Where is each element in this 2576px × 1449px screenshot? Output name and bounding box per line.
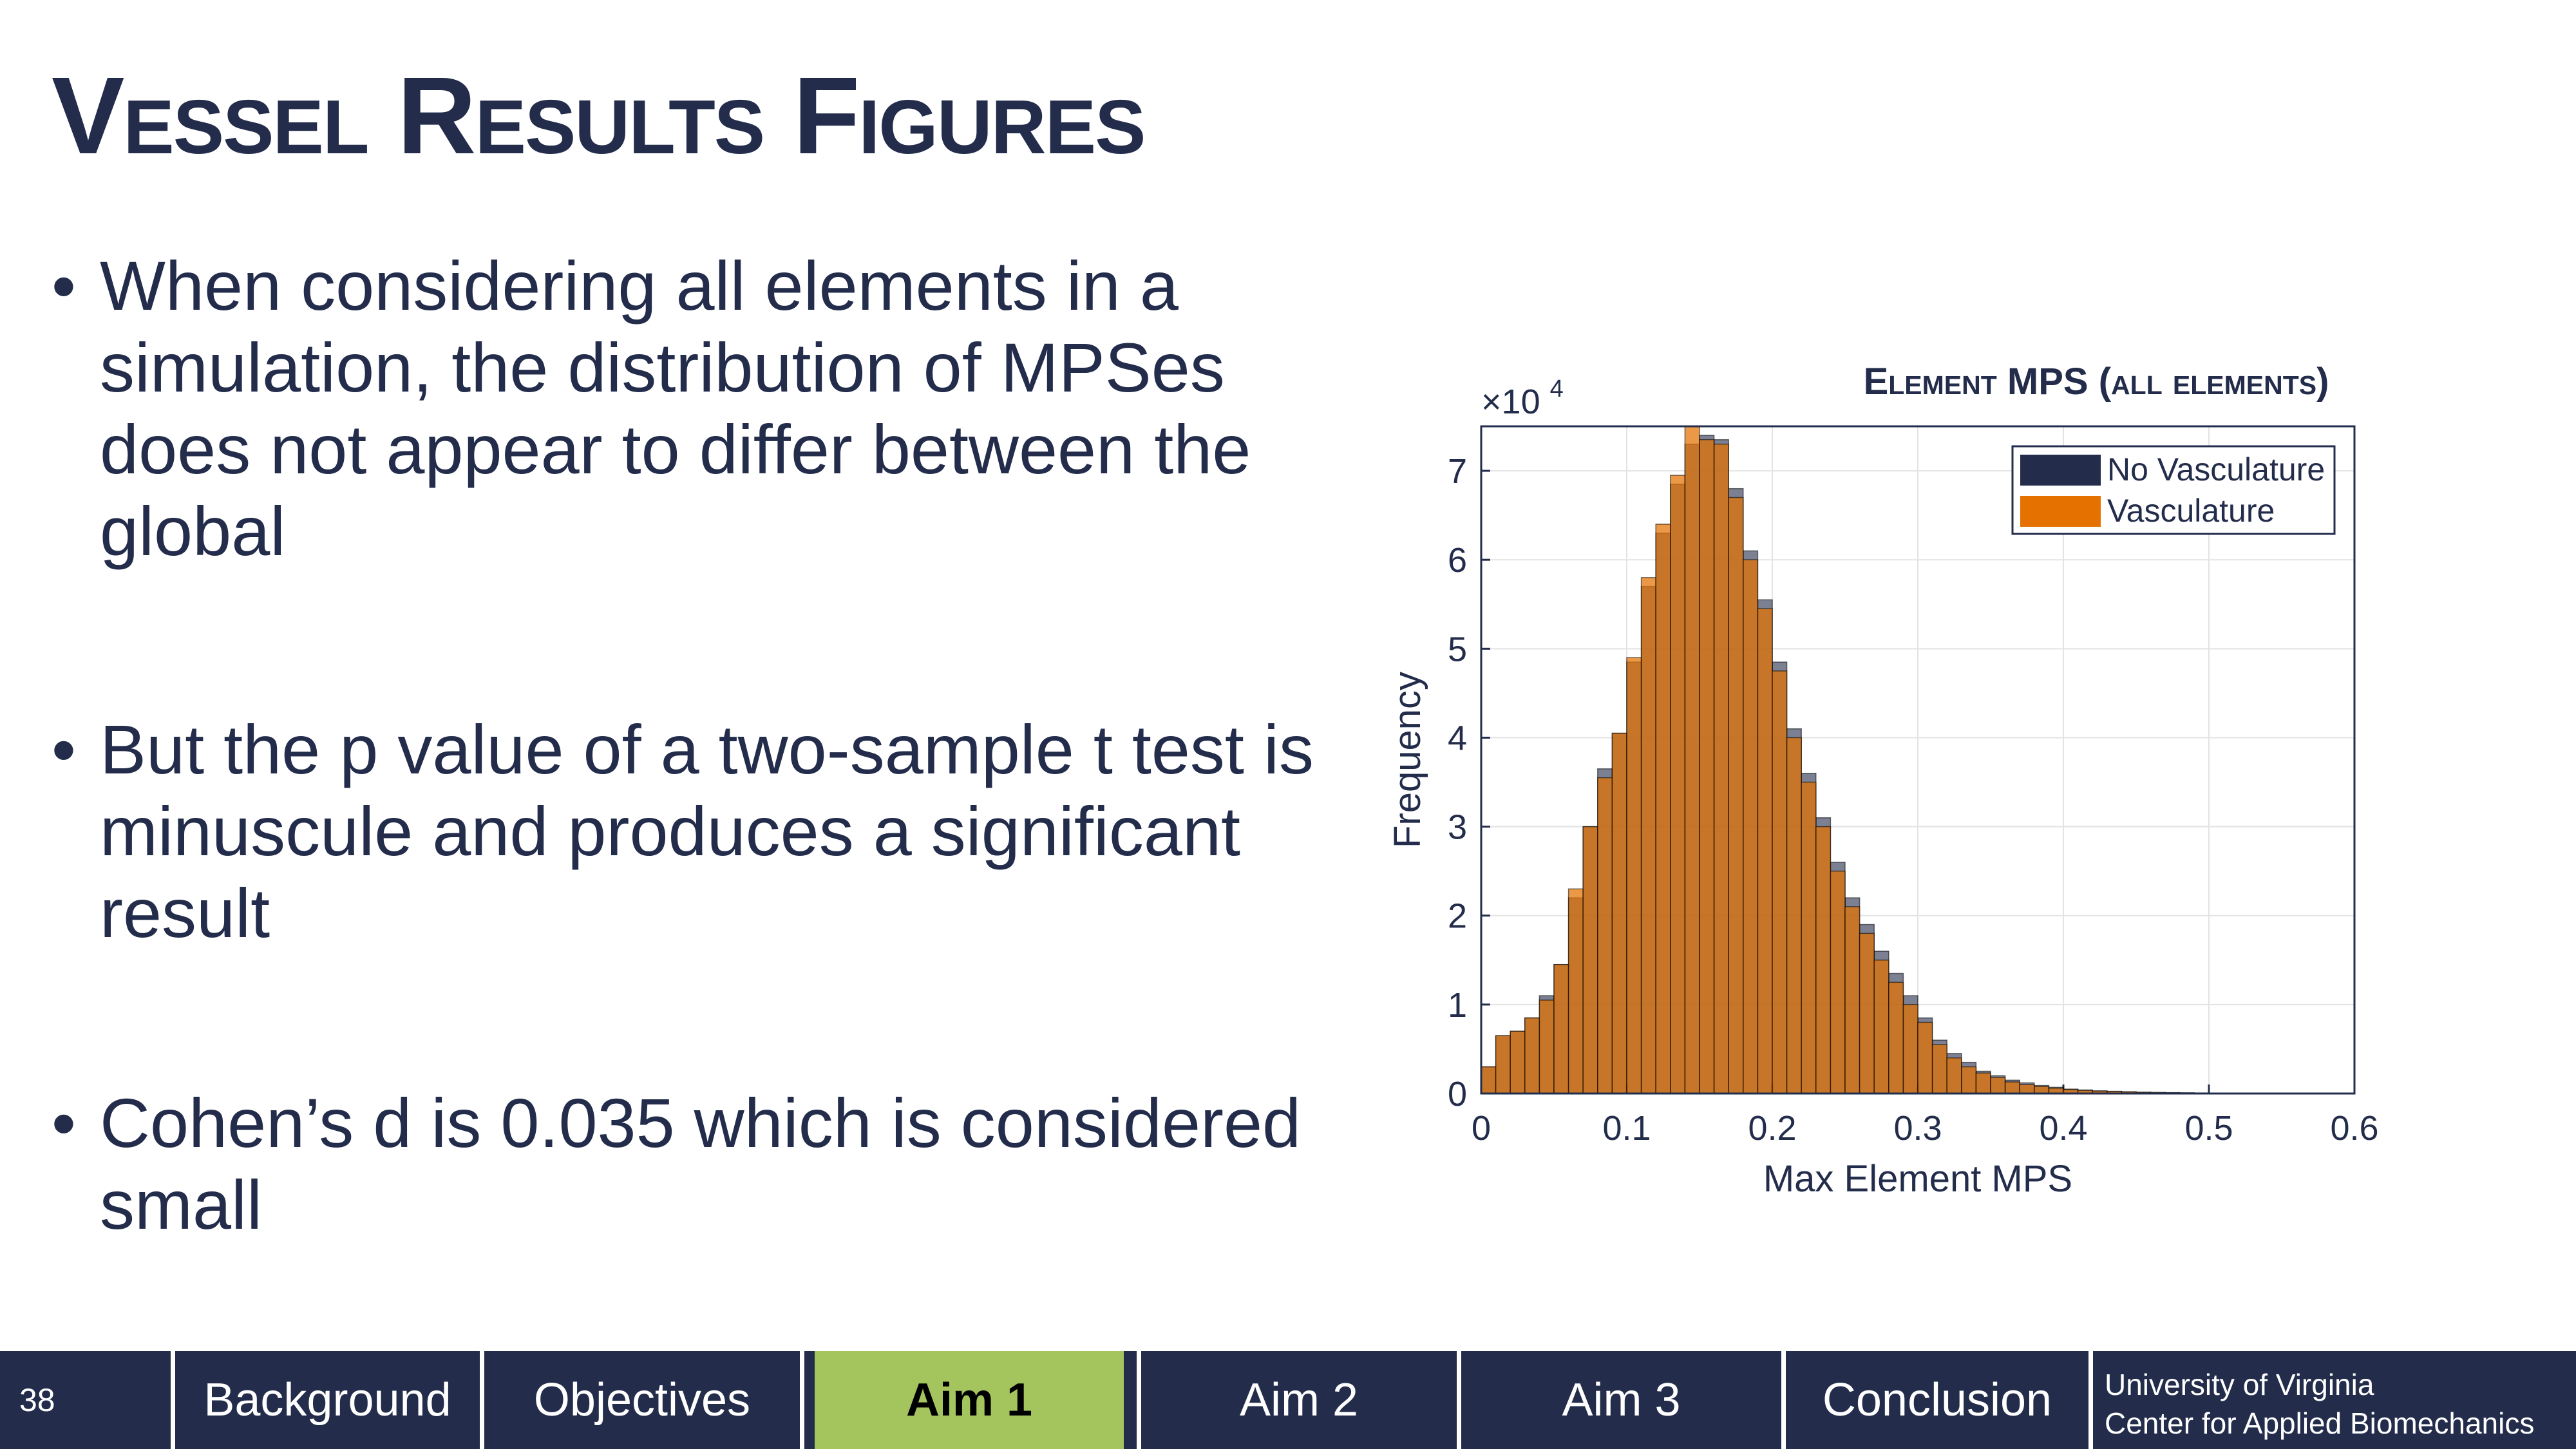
nav-background[interactable]: Background bbox=[204, 1374, 451, 1426]
y-tick-label: 7 bbox=[1448, 452, 1467, 491]
histogram-bar bbox=[1713, 443, 1729, 1094]
legend-swatch-no-vasculature bbox=[2020, 455, 2101, 486]
x-tick-label: 0.4 bbox=[2039, 1109, 2087, 1148]
histogram-bar bbox=[1670, 475, 1686, 1094]
y-multiplier-base: ×10 bbox=[1481, 383, 1540, 421]
histogram-bar bbox=[1495, 1035, 1511, 1094]
y-tick-label: 1 bbox=[1448, 986, 1467, 1025]
chart-title: Element MPS (all elements) bbox=[1864, 361, 2329, 402]
histogram-bar bbox=[1743, 559, 1759, 1094]
histogram-bar bbox=[1830, 870, 1846, 1094]
nav-divider bbox=[1781, 1351, 1786, 1449]
histogram-bar bbox=[1757, 608, 1773, 1094]
affiliation-line-1: University of Virginia bbox=[2105, 1368, 2374, 1401]
histogram-bar bbox=[1597, 777, 1613, 1094]
histogram-bar bbox=[1524, 1017, 1540, 1094]
nav-divider bbox=[480, 1351, 484, 1449]
y-multiplier-exp: 4 bbox=[1550, 375, 1564, 402]
histogram-bar bbox=[2019, 1084, 2035, 1094]
y-axis-label: Frequency bbox=[1387, 672, 1428, 848]
x-tick-label: 0.1 bbox=[1602, 1109, 1651, 1148]
chart-legend: No Vasculature Vasculature bbox=[2011, 445, 2336, 535]
y-tick-labels: 0 1 2 3 4 5 6 7 bbox=[1448, 452, 1467, 1113]
histogram-bar bbox=[1553, 963, 1569, 1094]
histogram-bar bbox=[1801, 781, 1817, 1094]
x-tick-label: 0.6 bbox=[2330, 1109, 2378, 1148]
histogram-bar bbox=[1946, 1057, 1962, 1094]
histogram-bar bbox=[1961, 1066, 1977, 1094]
bullet-item: When considering all elements in a simul… bbox=[52, 245, 1352, 572]
legend-swatch-vasculature bbox=[2020, 496, 2101, 527]
nav-divider bbox=[1457, 1351, 1461, 1449]
y-tick-label: 5 bbox=[1448, 630, 1467, 668]
nav-divider bbox=[171, 1351, 175, 1449]
histogram-bar bbox=[1873, 960, 1889, 1094]
nav-divider bbox=[800, 1351, 804, 1449]
histogram-bar bbox=[1844, 906, 1861, 1094]
bullet-item: Cohen’s d is 0.035 which is considered s… bbox=[52, 1082, 1352, 1245]
histogram-bar bbox=[1567, 888, 1584, 1094]
nav-aim-2[interactable]: Aim 2 bbox=[1239, 1374, 1359, 1426]
y-tick-label: 4 bbox=[1448, 719, 1467, 757]
histogram-bar bbox=[1859, 933, 1875, 1094]
histogram-bar bbox=[1655, 524, 1671, 1094]
y-multiplier: ×10 4 bbox=[1481, 375, 1564, 421]
histogram-bar bbox=[1539, 999, 1555, 1094]
histogram-bar bbox=[1626, 657, 1642, 1094]
histogram-bar bbox=[1888, 981, 1904, 1094]
histogram-bar bbox=[1990, 1077, 2006, 1094]
plot-frame bbox=[1480, 425, 2356, 1095]
nav-aim-1[interactable]: Aim 1 bbox=[815, 1351, 1124, 1449]
legend-label-vasculature: Vasculature bbox=[2107, 493, 2275, 529]
series-vasculature bbox=[1481, 426, 2355, 1094]
nav-divider bbox=[2088, 1351, 2093, 1449]
histogram-bar bbox=[1786, 737, 1802, 1094]
affiliation: University of Virginia Center for Applie… bbox=[2105, 1365, 2534, 1443]
histogram-bar bbox=[1902, 1004, 1918, 1094]
histogram-bar bbox=[1510, 1030, 1526, 1094]
histogram-bar bbox=[2004, 1081, 2020, 1094]
legend-label-no-vasculature: No Vasculature bbox=[2107, 451, 2325, 488]
x-tick-label: 0.2 bbox=[1748, 1109, 1796, 1148]
x-tick-label: 0.5 bbox=[2184, 1109, 2233, 1148]
histogram-bar bbox=[1684, 426, 1700, 1094]
histogram-bar bbox=[1728, 497, 1744, 1094]
histogram-bar bbox=[1582, 826, 1598, 1094]
histogram-bar bbox=[1917, 1021, 1933, 1094]
bullet-list: When considering all elements in a simul… bbox=[52, 245, 1352, 1244]
histogram-bar bbox=[1931, 1044, 1947, 1094]
nav-objectives[interactable]: Objectives bbox=[533, 1374, 751, 1426]
y-tick-label: 6 bbox=[1448, 541, 1467, 580]
histogram-bar bbox=[1699, 439, 1715, 1094]
x-tick-labels: 0 0.1 0.2 0.3 0.4 0.5 0.6 bbox=[1472, 1109, 2379, 1148]
histogram-bar bbox=[1975, 1072, 1991, 1094]
histogram-chart: Element MPS (all elements) ×10 4 0 0.1 0.2… bbox=[1387, 361, 2379, 1200]
x-tick-label: 0 bbox=[1472, 1109, 1491, 1148]
nav-conclusion[interactable]: Conclusion bbox=[1822, 1374, 2052, 1426]
nav-aim-3[interactable]: Aim 3 bbox=[1562, 1374, 1681, 1426]
histogram-bar bbox=[1772, 670, 1788, 1094]
histogram-bar bbox=[1611, 732, 1627, 1094]
histogram-bar bbox=[1481, 1066, 1497, 1094]
x-axis-label: Max Element MPS bbox=[1763, 1158, 2072, 1200]
page-title: Vessel Results Figures bbox=[52, 55, 1146, 177]
bullet-item: But the p value of a two-sample t test i… bbox=[52, 708, 1352, 954]
x-tick-label: 0.3 bbox=[1893, 1109, 1942, 1148]
histogram-bar bbox=[1640, 577, 1656, 1094]
slide-number: 38 bbox=[19, 1382, 55, 1418]
affiliation-line-2: Center for Applied Biomechanics bbox=[2105, 1406, 2535, 1440]
histogram-bar bbox=[1815, 826, 1832, 1094]
histogram-bar bbox=[2034, 1086, 2050, 1094]
footer-nav: 38 Background Objectives Aim 1 Aim 2 Aim… bbox=[0, 1351, 2576, 1449]
nav-divider bbox=[1137, 1351, 1141, 1449]
y-tick-label: 0 bbox=[1448, 1075, 1467, 1113]
y-tick-label: 3 bbox=[1448, 808, 1467, 847]
y-tick-label: 2 bbox=[1448, 897, 1467, 936]
